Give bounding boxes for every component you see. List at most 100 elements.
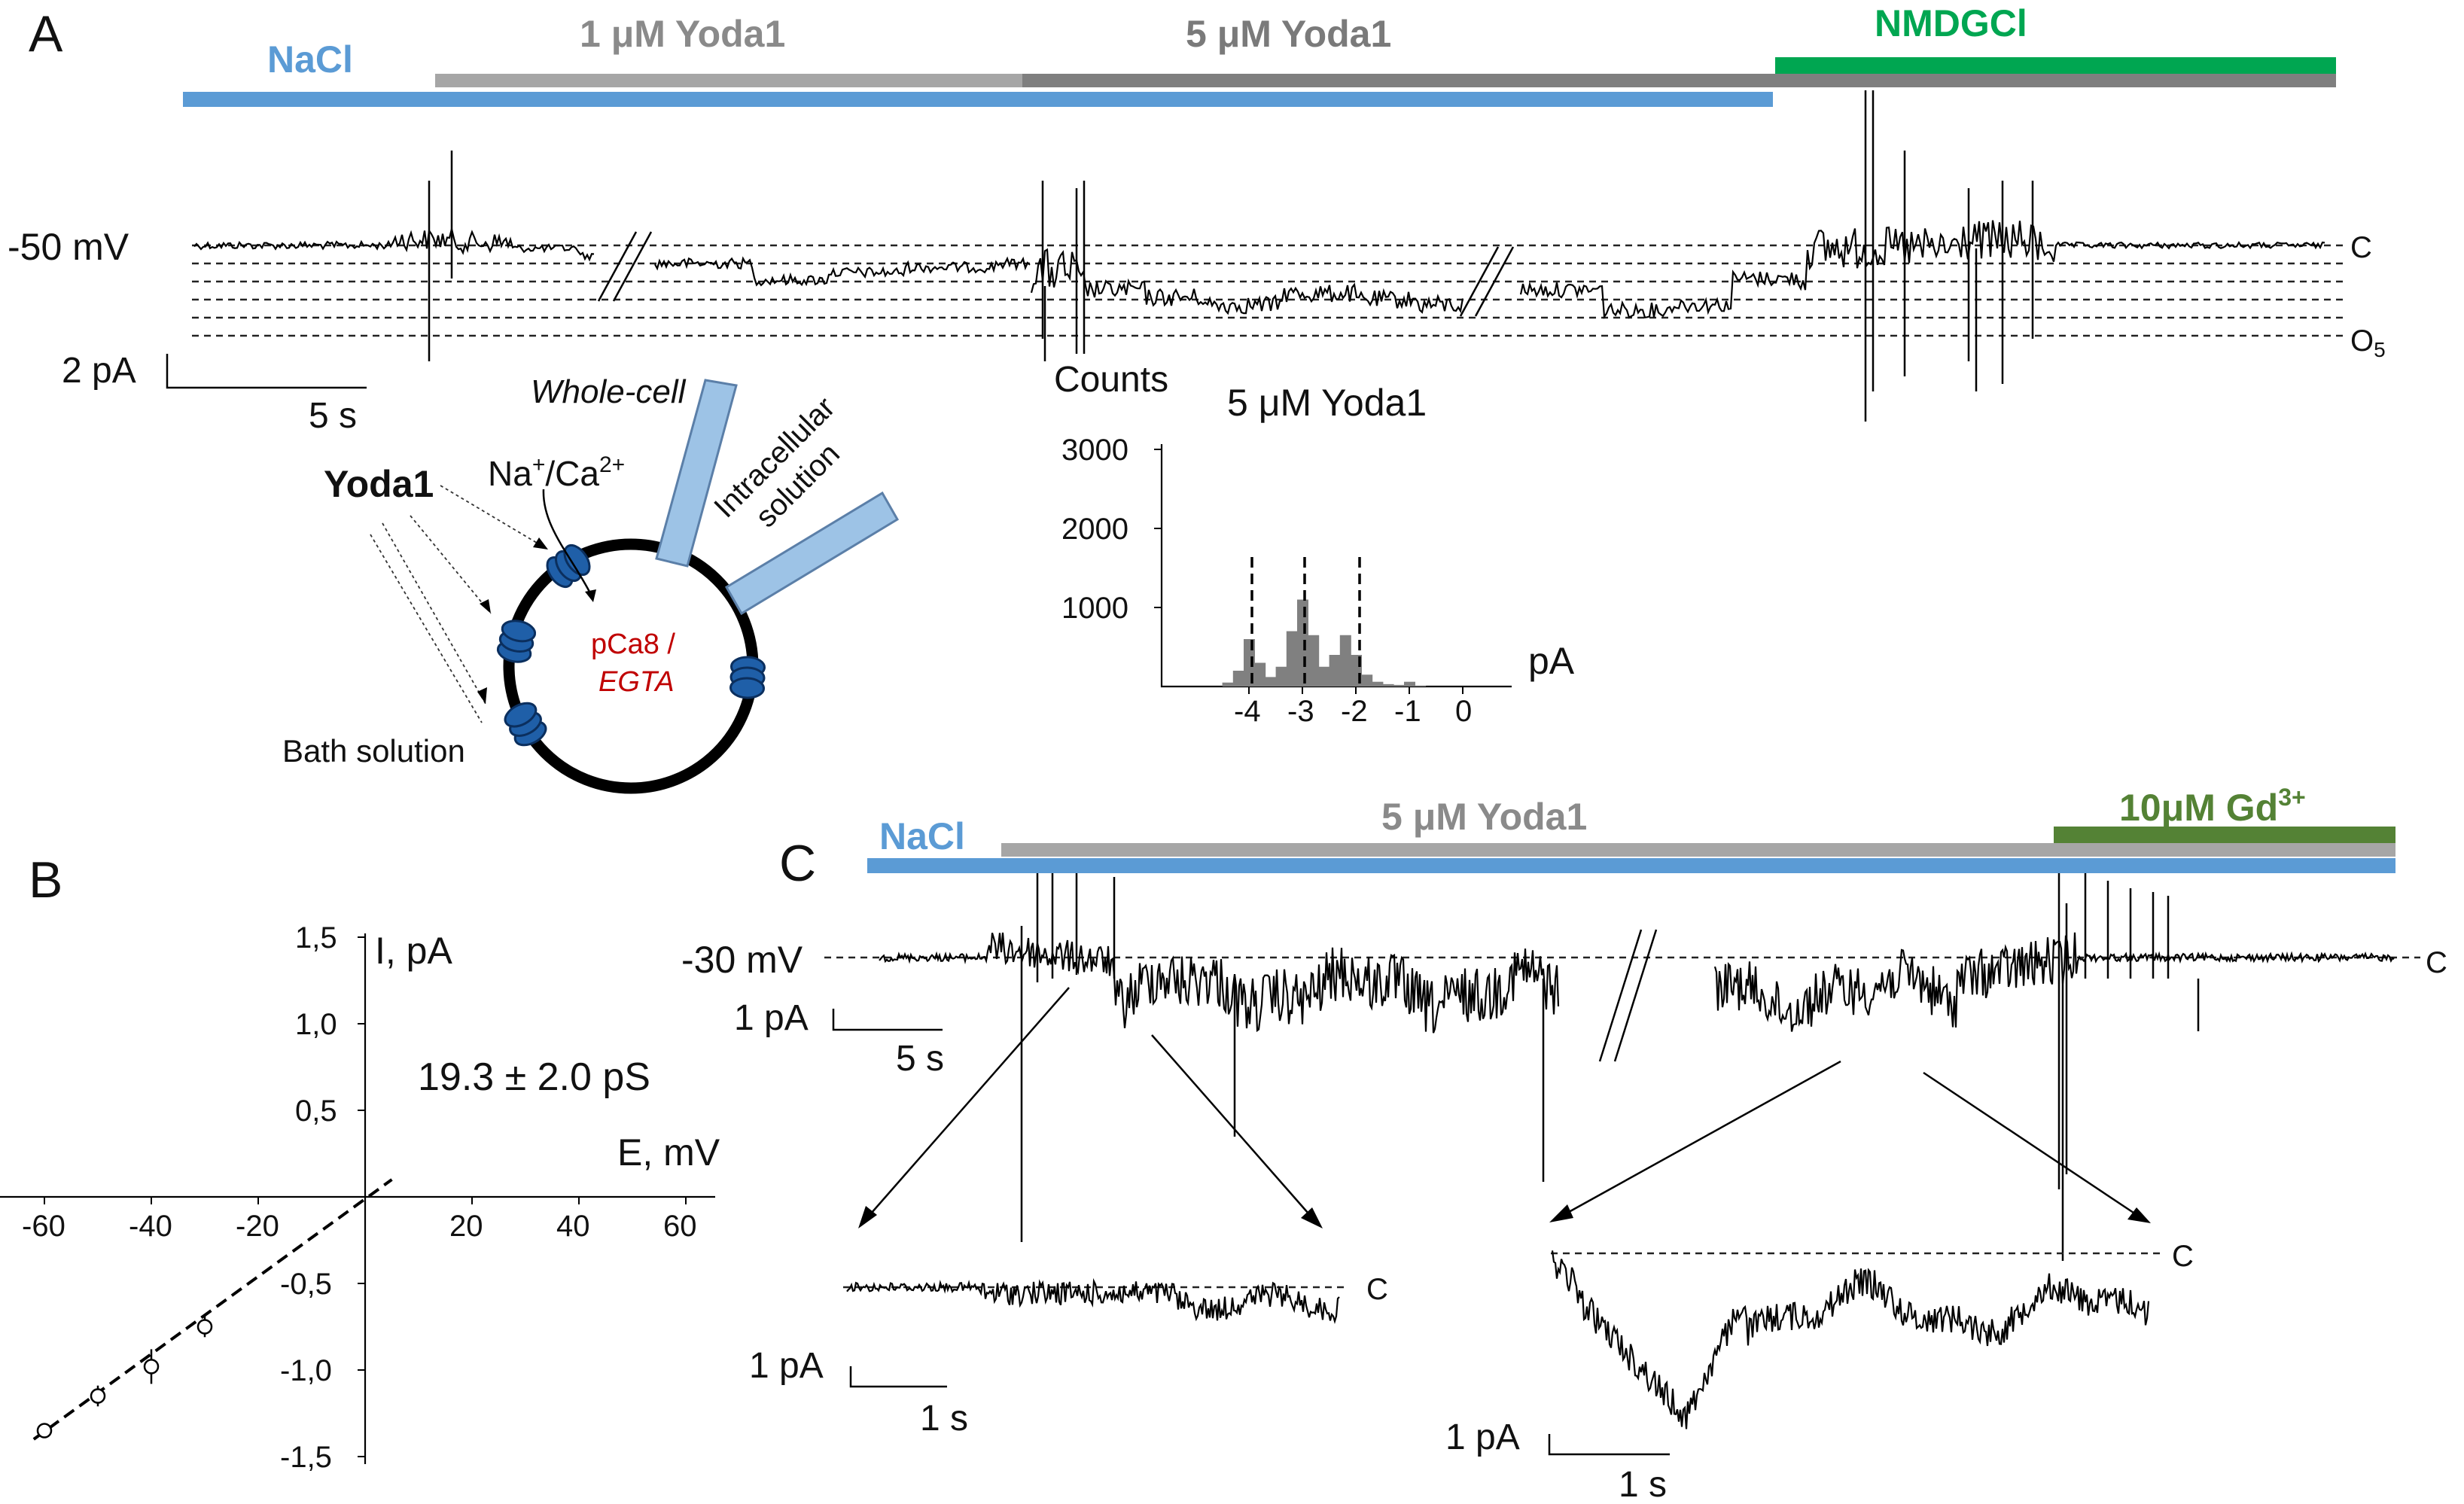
yoda1-5um-label: 5 μM Yoda1	[1186, 13, 1391, 55]
histogram-xtick-label: -1	[1394, 695, 1421, 728]
iv-xtick-label: 20	[449, 1210, 483, 1243]
nmdgcl-bar	[1775, 57, 2336, 74]
nacl-label-c: NaCl	[879, 815, 965, 857]
inset1-closed-label: C	[1366, 1273, 1388, 1306]
trace-a-segment-1	[193, 228, 595, 262]
iv-data-point	[196, 1319, 213, 1335]
panel-c-letter: C	[779, 835, 816, 892]
histogram-bar	[1318, 666, 1330, 687]
inset2-scale-bar	[1548, 1434, 1670, 1456]
pipette-whole-cell	[655, 379, 738, 568]
yoda1-schematic-label: Yoda1	[324, 463, 434, 505]
nacl-bar-c	[867, 858, 2395, 873]
inset1-trace	[846, 1277, 1340, 1325]
iv-ytick-label: 1,5	[295, 921, 337, 954]
panel-b-letter: B	[29, 851, 62, 909]
inset2-scale-current: 1 pA	[1445, 1417, 1520, 1457]
iv-ytick-label: -0,5	[280, 1268, 332, 1301]
trace-a-spikes	[428, 90, 2034, 422]
trace-c	[879, 873, 2395, 1261]
inset1-scale-time: 1 s	[920, 1399, 968, 1439]
closed-label-a: C	[2350, 231, 2372, 264]
histogram-ylabel: Counts	[1054, 360, 1168, 400]
inset2-scale-time: 1 s	[1619, 1465, 1667, 1504]
histogram-ytick-label: 1000	[1061, 592, 1128, 625]
yoda1-bar-c	[1001, 843, 2395, 857]
histogram-xticks: -4 -3 -2 -1 0	[1234, 687, 1472, 728]
iv-points	[36, 1316, 213, 1439]
cell-schematic: Whole-cell Yoda1 Na+/Ca2+ Intracellular …	[282, 373, 900, 794]
histogram-bar	[1329, 655, 1341, 687]
iv-data-point	[90, 1388, 106, 1404]
egta-label: EGTA	[598, 666, 675, 698]
histogram-bar	[1372, 681, 1384, 687]
histogram-xtick-label: -3	[1287, 695, 1314, 728]
iv-ytick-label: 1,0	[295, 1008, 337, 1041]
closed-label-c: C	[2426, 946, 2447, 979]
open-label-a: O5	[2350, 324, 2386, 361]
scale-current-c: 1 pA	[734, 998, 809, 1038]
scale-time-c: 5 s	[896, 1039, 944, 1079]
whole-cell-label: Whole-cell	[531, 373, 687, 410]
trace-a-segment-4	[1519, 220, 2325, 319]
gd-label-c: 10μM Gd3+	[2119, 784, 2306, 829]
iv-ticks: -60 -40 -20 20 40 60 1,5 1,0 0,5 -0,5 -1,0 -1,5	[22, 921, 697, 1474]
nacl-label: NaCl	[267, 38, 353, 81]
histogram-bar	[1361, 674, 1373, 687]
pipette-intracellular	[724, 491, 900, 616]
histogram-xtick-label: -4	[1234, 695, 1261, 728]
channel-icon	[546, 543, 591, 589]
histogram-peak-lines	[1250, 557, 1361, 687]
piezo-channel-icons	[496, 543, 766, 747]
trace-c-segment-2	[1713, 932, 2395, 1032]
gd-bar-c	[2054, 827, 2395, 843]
histogram-bar	[1265, 677, 1277, 687]
histogram-axes	[1160, 444, 1512, 688]
histogram-ytick-label: 3000	[1061, 434, 1128, 467]
yoda1-label-c: 5 μM Yoda1	[1381, 796, 1587, 838]
iv-xtick-label: 40	[556, 1210, 590, 1243]
trace-a-segment-2	[654, 256, 1031, 287]
panel-a-letter: A	[29, 5, 63, 62]
break-marks-a	[597, 231, 1515, 317]
histogram-yticks: 3000 2000 1000	[1061, 434, 1162, 625]
histogram-bar	[1222, 682, 1234, 687]
histogram-inset: 3000 2000 1000 -4 -3 -2 -1 0 Counts 5 μM Yoda1…	[1054, 360, 1575, 728]
inset2-closed-label: C	[2172, 1240, 2194, 1273]
conductance-label: 19.3 ± 2.0 pS	[418, 1055, 650, 1099]
histogram-bar	[1382, 683, 1394, 687]
histogram-bar	[1415, 685, 1427, 687]
yoda1-arrows	[370, 485, 549, 723]
trace-a-segment-3	[1030, 248, 1464, 315]
pca8-label: pCa8 /	[591, 629, 675, 660]
scale-current-a: 2 pA	[62, 351, 136, 391]
histogram-bar	[1297, 599, 1308, 687]
trace-c-segment-1	[879, 932, 1560, 1034]
histogram-xtick-label: 0	[1455, 695, 1472, 728]
histogram-bar	[1308, 635, 1320, 687]
histogram-bar	[1232, 671, 1244, 687]
histogram-bar	[1254, 662, 1266, 687]
bath-solution-label: Bath solution	[282, 733, 465, 769]
channel-icon	[504, 702, 547, 747]
scale-bar-a	[166, 354, 367, 389]
inset1-scale-bar	[849, 1366, 947, 1388]
histogram-bar	[1404, 681, 1415, 687]
histogram-xtick-label: -2	[1341, 695, 1368, 728]
inset2-trace	[1551, 1250, 2150, 1429]
iv-xlabel: E, mV	[617, 1131, 720, 1174]
histogram-title: 5 μM Yoda1	[1227, 382, 1427, 424]
arrowheads	[477, 537, 596, 704]
histogram-bar	[1339, 635, 1351, 687]
histogram-ytick-label: 2000	[1061, 513, 1128, 546]
iv-xtick-label: -40	[129, 1210, 172, 1243]
scale-time-a: 5 s	[309, 396, 357, 436]
iv-data-point	[143, 1359, 160, 1375]
histogram-bar	[1275, 666, 1287, 687]
inset1-scale-current: 1 pA	[749, 1346, 824, 1386]
holding-potential-a: -50 mV	[8, 226, 129, 268]
iv-fit-line	[32, 1178, 393, 1441]
iv-ytick-label: 0,5	[295, 1095, 337, 1128]
histogram-bar	[1286, 631, 1298, 687]
